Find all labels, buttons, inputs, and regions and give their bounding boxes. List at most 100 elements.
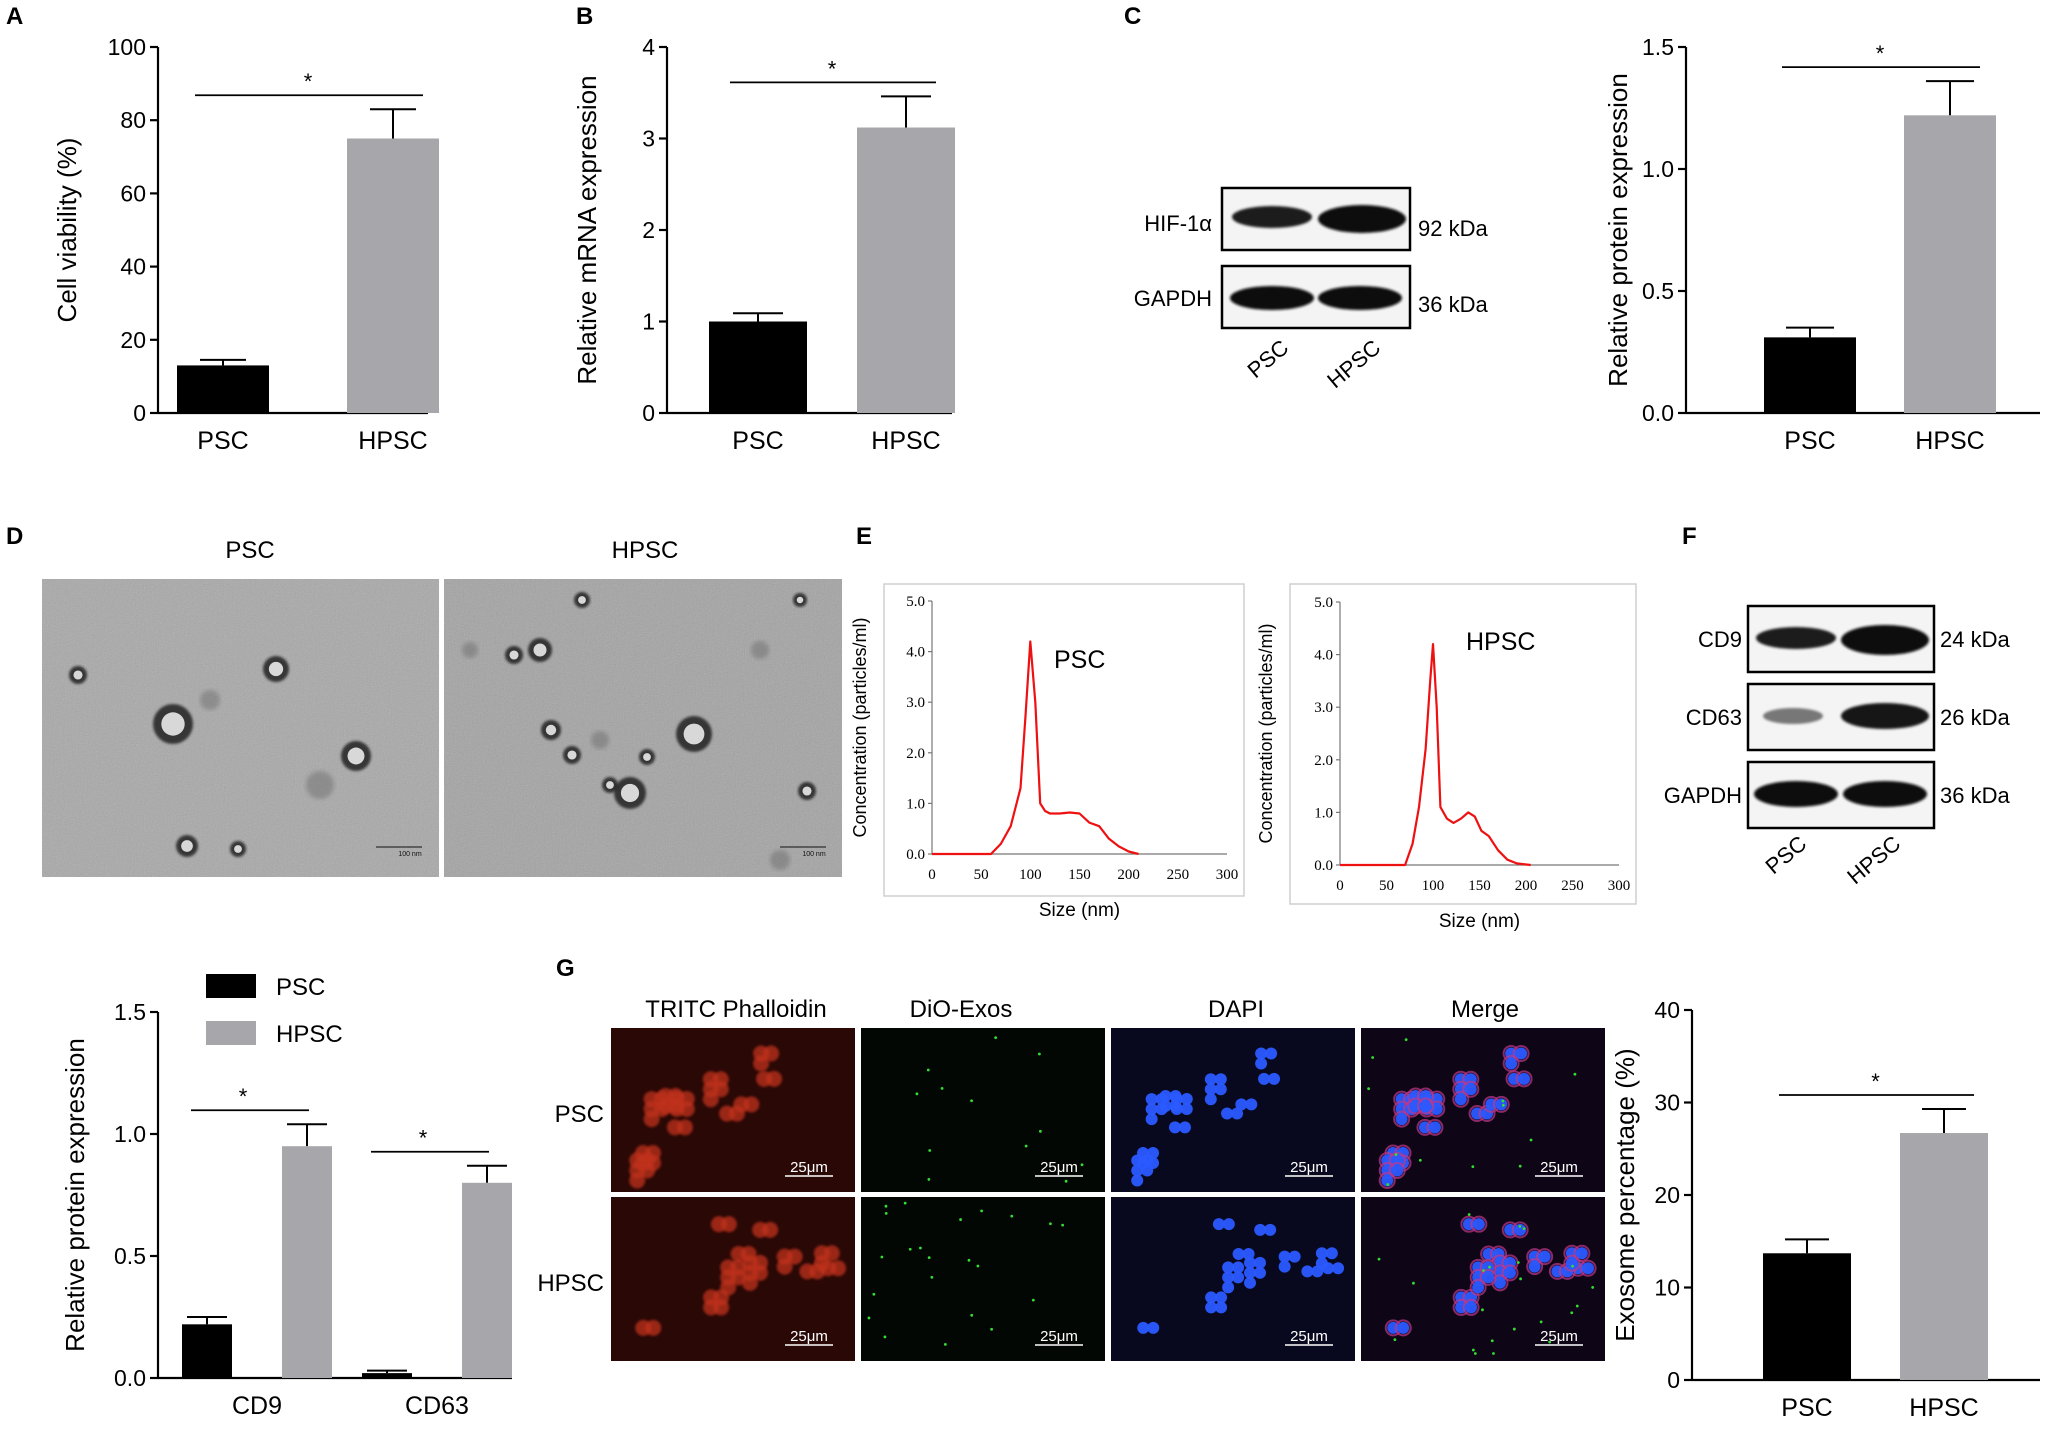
bar-hpsc <box>1900 1133 1988 1380</box>
cell-nucleus <box>1180 1092 1193 1105</box>
exosome-dot <box>1010 1214 1014 1218</box>
cell-merge-ring <box>1536 1248 1554 1266</box>
bar-psc <box>1763 1253 1851 1380</box>
cell-actin <box>713 1299 730 1316</box>
exosome-dot <box>994 1036 998 1040</box>
cell-nucleus <box>1397 1321 1410 1334</box>
cell-nucleus <box>1332 1262 1345 1275</box>
cell-nucleus <box>1254 1256 1267 1269</box>
stain-smudge <box>306 771 334 799</box>
cell-nucleus <box>1204 1083 1217 1096</box>
cell-merge-ring <box>1393 1110 1411 1128</box>
exosome-dot <box>1488 1265 1491 1269</box>
y-tick-label: 10 <box>1654 1275 1680 1301</box>
cell-nucleus <box>1495 1098 1508 1111</box>
blot-box-gapdh <box>1746 760 1936 830</box>
x-tick-label: 100 <box>1019 867 1042 883</box>
exosome-dot <box>980 1209 984 1213</box>
panel-letter-a: A <box>6 3 23 30</box>
x-tick-label: 250 <box>1167 867 1190 883</box>
blot-row-label: GAPDH <box>1134 286 1212 311</box>
cell-nucleus <box>1137 1321 1150 1334</box>
y-tick-label: 1.0 <box>114 1121 146 1147</box>
tem-scale-label: 100 nm <box>398 851 422 858</box>
cell-actin <box>639 1162 656 1179</box>
cell-nucleus <box>1145 1113 1158 1126</box>
cell-merge-ring <box>1394 1319 1412 1337</box>
y-tick-label: 2.0 <box>1314 753 1333 769</box>
tem-image-title: PSC <box>225 537 274 564</box>
cell-actin <box>712 1081 729 1098</box>
cell-nucleus <box>1145 1103 1158 1116</box>
cell-nucleus <box>1255 1057 1268 1070</box>
cell-merge-ring <box>1417 1097 1435 1115</box>
exosome-dot <box>928 1149 932 1152</box>
bar-hpsc <box>857 127 955 414</box>
y-tick-label: 1.0 <box>1314 805 1333 821</box>
exosome-dot <box>959 1218 962 1221</box>
cell-actin <box>763 1045 780 1062</box>
scale-label: 25μm <box>1540 1159 1578 1176</box>
exosome-dot <box>1371 1056 1375 1059</box>
cell-merge-ring <box>1511 1221 1529 1239</box>
y-tick-label: 0.0 <box>906 847 925 863</box>
cell-nucleus <box>1381 1174 1394 1187</box>
x-tick-label: 300 <box>1608 878 1631 894</box>
cell-actin <box>743 1096 760 1113</box>
cell-actin <box>752 1264 769 1281</box>
bar-hpsc <box>347 138 439 413</box>
cell-actin <box>766 1070 783 1087</box>
cell-actin <box>702 1091 719 1108</box>
panel-letter-c: C <box>1124 3 1141 30</box>
cell-nucleus <box>1168 1121 1181 1134</box>
exosome-dot <box>1064 1179 1068 1183</box>
significance-mark: * <box>1876 41 1885 66</box>
y-tick-label: 40 <box>1654 997 1680 1023</box>
exosome-dot <box>884 1211 888 1215</box>
blot-band <box>1232 206 1312 228</box>
exosome-dot <box>1539 1320 1543 1324</box>
cell-actin <box>645 1319 662 1336</box>
vesicle-core <box>73 670 83 680</box>
blot-band <box>1318 205 1406 233</box>
chart-mrna-expression: 0 1 2 3 4 Relative mRNA expression PSC HPSC * <box>572 34 955 455</box>
cell-actin <box>762 1221 779 1238</box>
x-tick-label: 300 <box>1216 867 1239 883</box>
cell-merge-ring <box>1501 1264 1519 1282</box>
exosome-dot <box>1024 1144 1028 1148</box>
blot-lane-label: HPSC <box>1322 335 1385 394</box>
cell-nucleus <box>1244 1266 1257 1279</box>
cell-nucleus <box>1131 1174 1144 1187</box>
blot-row-label: CD9 <box>1698 627 1742 652</box>
micrograph <box>861 1197 1105 1361</box>
blot-lane-label: HPSC <box>1842 831 1905 890</box>
exosome-dot <box>1501 1103 1505 1107</box>
cell-nucleus <box>1278 1250 1291 1263</box>
cell-nucleus <box>1464 1083 1477 1096</box>
cell-nucleus <box>1204 1093 1217 1106</box>
blot-size-label: 36 kDa <box>1418 292 1488 317</box>
scale-label: 25μm <box>1040 1328 1078 1345</box>
y-tick-label: 4.0 <box>906 645 925 661</box>
cell-nucleus <box>1205 1291 1218 1304</box>
stain-smudge <box>751 641 769 659</box>
vesicle-core <box>578 596 586 604</box>
cell-nucleus <box>1504 1266 1517 1279</box>
cell-actin <box>720 1279 737 1296</box>
cell-actin <box>830 1260 847 1277</box>
cell-merge-ring <box>1579 1259 1597 1277</box>
cell-nucleus <box>1582 1262 1595 1275</box>
scale-label: 25μm <box>1290 1328 1328 1345</box>
exosome-dot <box>976 1264 980 1268</box>
exosome-dot <box>1467 1213 1471 1216</box>
exosome-dot <box>940 1086 944 1090</box>
cell-merge-ring <box>1563 1254 1581 1272</box>
cell-nucleus <box>1242 1247 1255 1260</box>
cell-nucleus <box>1505 1057 1518 1070</box>
cell-merge-ring <box>1515 1070 1533 1088</box>
cell-actin <box>753 1055 770 1072</box>
exosome-dot <box>990 1327 994 1331</box>
cell-merge-ring <box>1573 1244 1591 1262</box>
cell-nucleus <box>1395 1113 1408 1126</box>
x-tick-label: PSC <box>1784 427 1835 455</box>
